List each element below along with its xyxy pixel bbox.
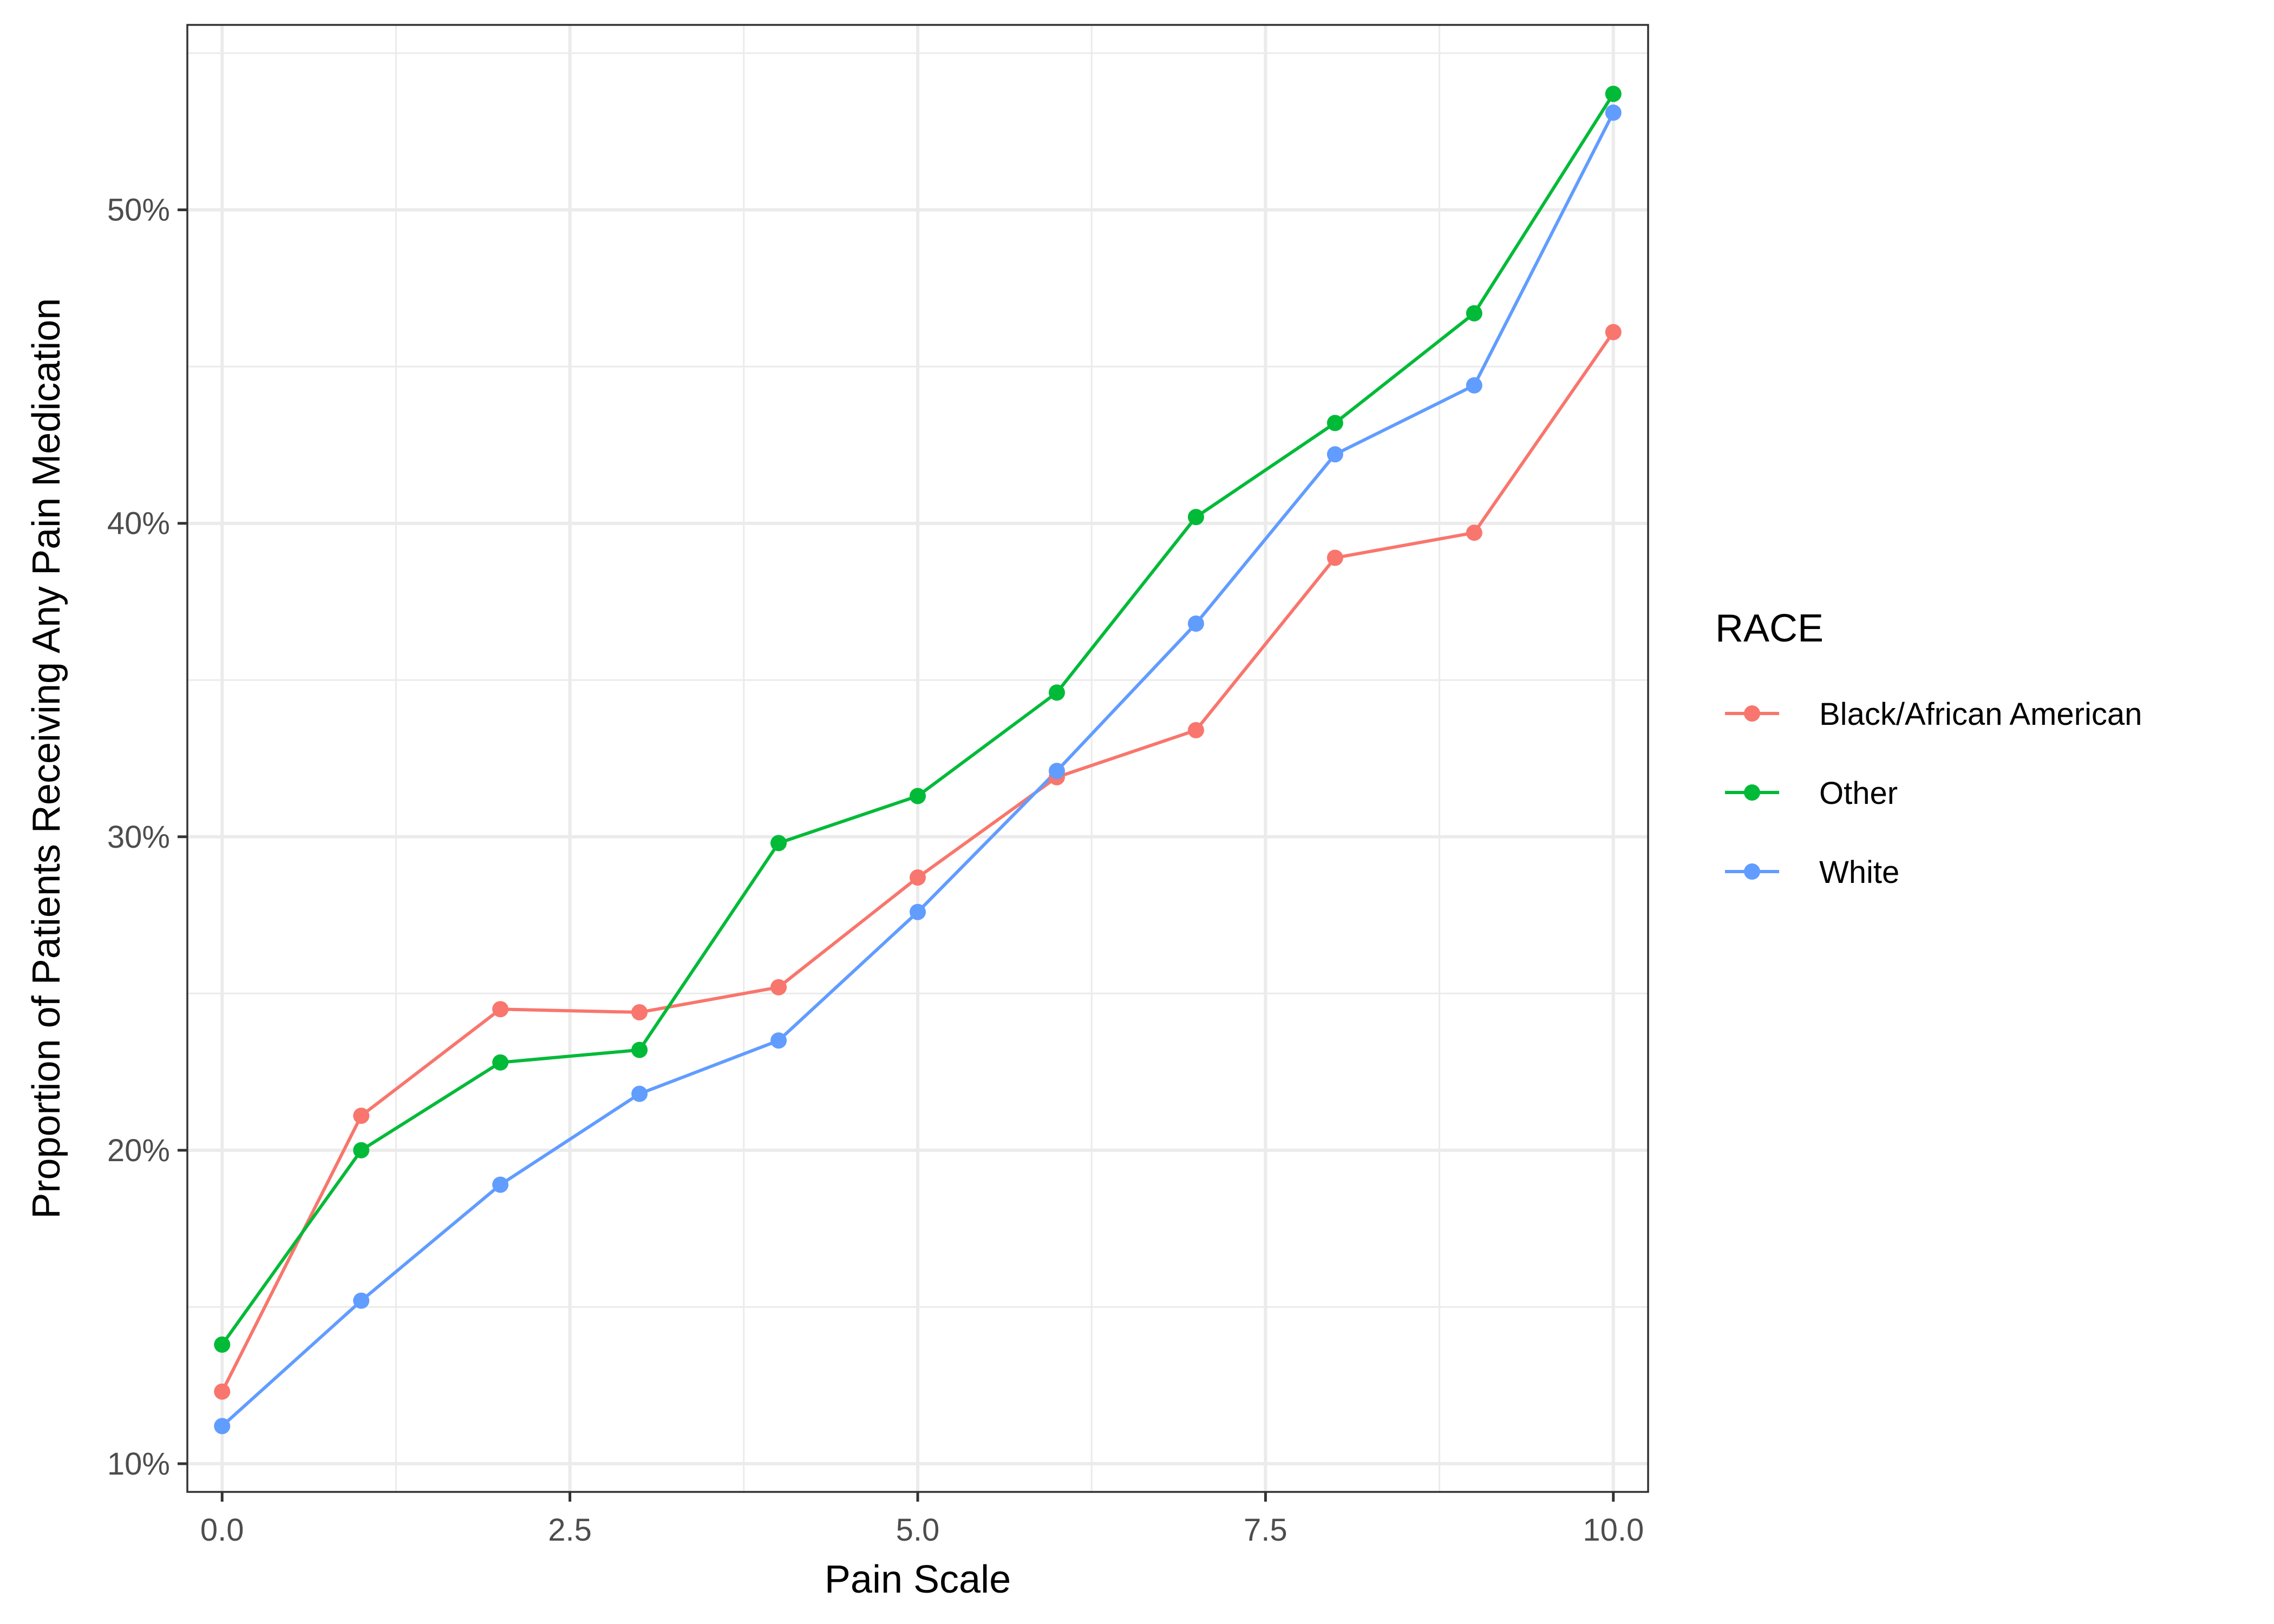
data-point [353, 1108, 370, 1124]
data-point [631, 1085, 648, 1102]
data-point [1605, 86, 1622, 102]
data-point [1466, 525, 1482, 541]
legend-item: Other [1725, 776, 1898, 811]
legend-key-point [1744, 705, 1760, 722]
series-points [214, 86, 1622, 1435]
x-tick-label: 7.5 [1244, 1512, 1288, 1548]
data-point [1327, 415, 1343, 431]
data-point [214, 1336, 231, 1353]
data-point [910, 903, 926, 920]
y-tick-label: 50% [107, 193, 170, 228]
y-tick-label: 40% [107, 506, 170, 541]
x-axis-title: Pain Scale [825, 1558, 1011, 1601]
data-point [1466, 377, 1482, 394]
legend-item: White [1725, 855, 1899, 890]
x-tick-label: 2.5 [548, 1512, 592, 1548]
y-tick-label: 20% [107, 1133, 170, 1168]
x-tick-label: 0.0 [200, 1512, 244, 1548]
data-point [770, 1032, 787, 1049]
legend-key-point [1744, 784, 1760, 801]
legend-items: Black/African American Other White [1725, 697, 2142, 890]
data-point [770, 835, 787, 852]
legend-key-point [1744, 863, 1760, 880]
data-point [1466, 305, 1482, 322]
y-axis-title: Proportion of Patients Receiving Any Pai… [25, 298, 68, 1219]
legend-title: RACE [1715, 607, 1824, 650]
data-point [1187, 615, 1204, 632]
data-point [1048, 684, 1065, 701]
data-point [770, 979, 787, 996]
data-point [1048, 763, 1065, 780]
data-point [1187, 509, 1204, 526]
data-point [1605, 104, 1622, 121]
x-tick-label: 5.0 [896, 1512, 940, 1548]
legend: RACE Black/African American Other White [1715, 607, 2142, 890]
data-point [492, 1054, 509, 1071]
data-point [631, 1042, 648, 1058]
data-point [1327, 549, 1343, 566]
data-point [910, 869, 926, 886]
legend-label: Other [1819, 776, 1898, 811]
x-tick-label: 10.0 [1583, 1512, 1644, 1548]
data-point [214, 1418, 231, 1435]
data-point [492, 1176, 509, 1193]
data-point [353, 1292, 370, 1309]
data-point [214, 1383, 231, 1400]
data-point [1187, 722, 1204, 738]
data-point [353, 1142, 370, 1158]
y-tick-label: 10% [107, 1446, 170, 1482]
x-axis-ticks: 0.0 2.5 5.0 7.5 10.0 [200, 1492, 1644, 1548]
legend-label: Black/African American [1819, 697, 2142, 732]
legend-label: White [1819, 855, 1899, 890]
y-tick-label: 30% [107, 820, 170, 855]
data-point [1327, 446, 1343, 463]
data-point [631, 1004, 648, 1021]
data-point [492, 1001, 509, 1018]
y-axis-ticks: 10% 20% 30% 40% 50% [107, 193, 187, 1482]
data-point [910, 788, 926, 804]
legend-item: Black/African American [1725, 697, 2142, 732]
major-gridlines [187, 25, 1648, 1492]
data-point [1605, 324, 1622, 340]
